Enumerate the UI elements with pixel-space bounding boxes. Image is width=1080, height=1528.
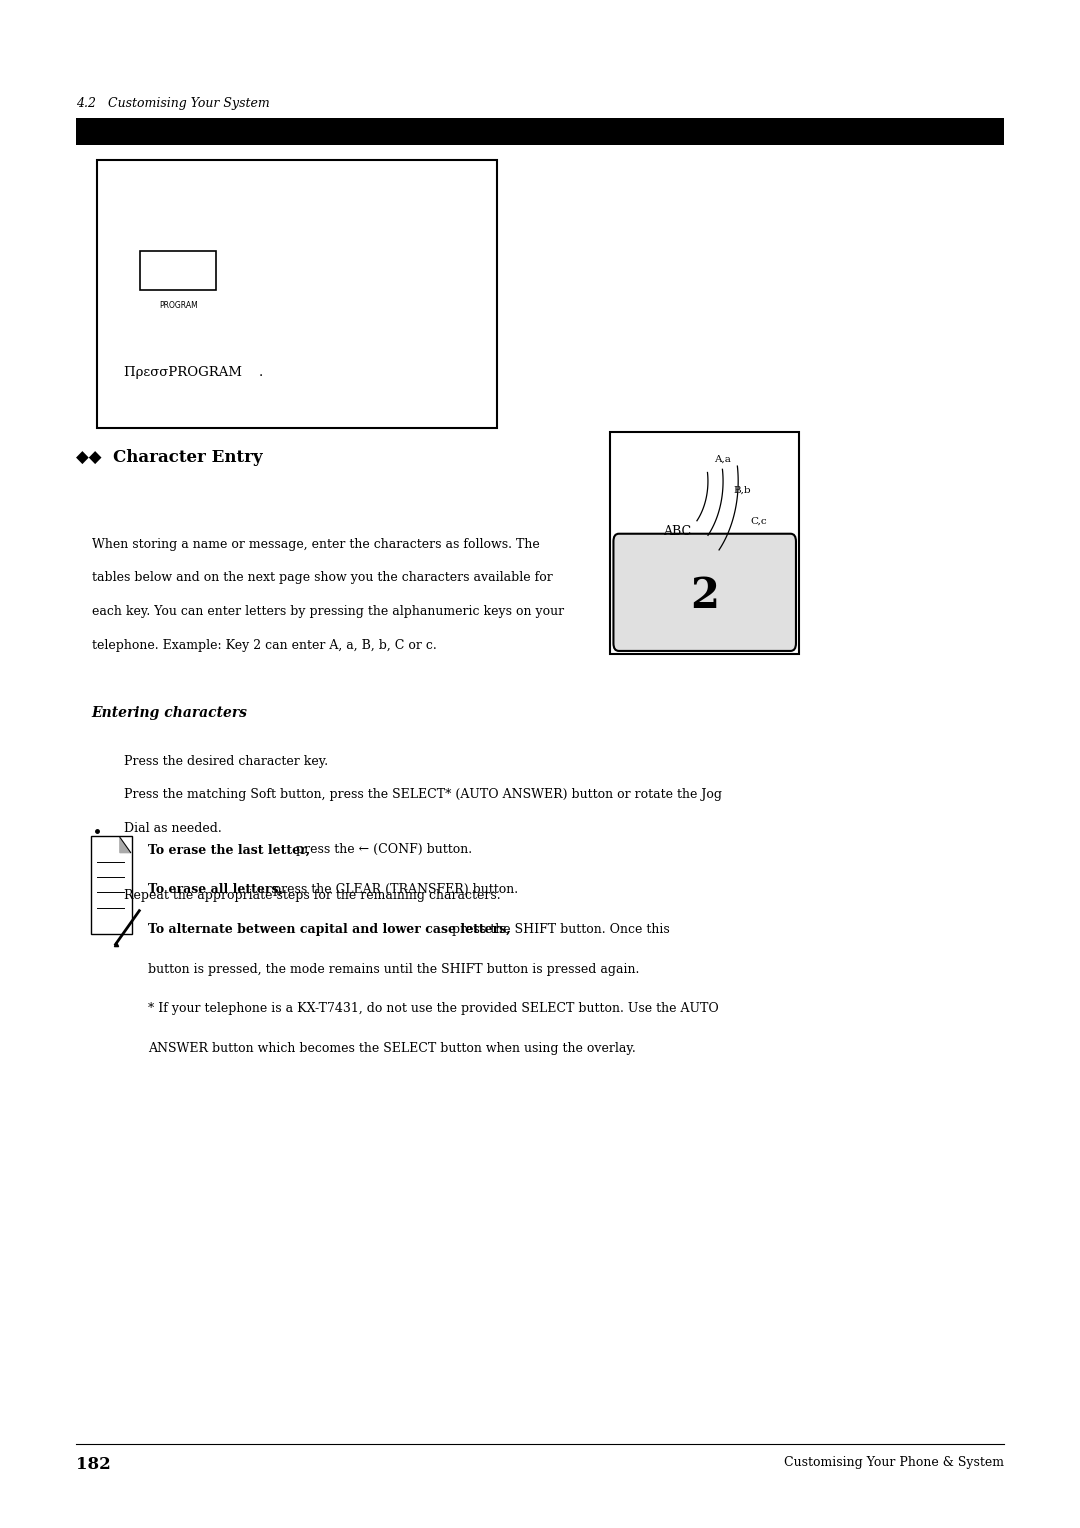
FancyBboxPatch shape bbox=[76, 118, 1004, 145]
FancyBboxPatch shape bbox=[610, 432, 799, 654]
Text: B,b: B,b bbox=[733, 486, 751, 495]
Text: ΠρεσσPROGRAM    .: ΠρεσσPROGRAM . bbox=[124, 365, 264, 379]
Text: tables below and on the next page show you the characters available for: tables below and on the next page show y… bbox=[92, 571, 553, 585]
Text: C,c: C,c bbox=[750, 516, 767, 526]
Text: press the ← (CONF) button.: press the ← (CONF) button. bbox=[293, 843, 473, 857]
Text: To alternate between capital and lower case letters,: To alternate between capital and lower c… bbox=[148, 923, 511, 937]
Text: Customising Your Phone & System: Customising Your Phone & System bbox=[784, 1456, 1004, 1470]
Text: ABC: ABC bbox=[663, 526, 691, 538]
FancyBboxPatch shape bbox=[613, 533, 796, 651]
Text: * If your telephone is a KX-T7431, do not use the provided SELECT button. Use th: * If your telephone is a KX-T7431, do no… bbox=[148, 1002, 718, 1016]
Text: ◆◆  Character Entry: ◆◆ Character Entry bbox=[76, 449, 262, 466]
Text: Press the matching Soft button, press the SELECT* (AUTO ANSWER) button or rotate: Press the matching Soft button, press th… bbox=[124, 788, 723, 802]
Text: press the CLEAR (TRANSFER) button.: press the CLEAR (TRANSFER) button. bbox=[269, 883, 518, 897]
Text: 4.2   Customising Your System: 4.2 Customising Your System bbox=[76, 96, 269, 110]
Text: button is pressed, the mode remains until the SHIFT button is pressed again.: button is pressed, the mode remains unti… bbox=[148, 963, 639, 976]
FancyBboxPatch shape bbox=[97, 160, 497, 428]
Polygon shape bbox=[120, 837, 131, 853]
Text: ANSWER button which becomes the SELECT button when using the overlay.: ANSWER button which becomes the SELECT b… bbox=[148, 1042, 636, 1056]
Text: Entering characters: Entering characters bbox=[92, 706, 247, 720]
Text: Repeat the appropriate steps for the remaining characters.: Repeat the appropriate steps for the rem… bbox=[124, 889, 501, 903]
Text: A,a: A,a bbox=[714, 455, 731, 463]
FancyBboxPatch shape bbox=[140, 251, 216, 290]
Text: 2: 2 bbox=[690, 576, 719, 617]
Text: Press the desired character key.: Press the desired character key. bbox=[124, 755, 328, 769]
FancyBboxPatch shape bbox=[91, 836, 132, 934]
Text: telephone. Example: Key 2 can enter A, a, B, b, C or c.: telephone. Example: Key 2 can enter A, a… bbox=[92, 639, 436, 652]
Text: each key. You can enter letters by pressing the alphanumeric keys on your: each key. You can enter letters by press… bbox=[92, 605, 564, 619]
Text: To erase the last letter,: To erase the last letter, bbox=[148, 843, 310, 857]
Text: To erase all letters,: To erase all letters, bbox=[148, 883, 283, 897]
Text: press the SHIFT button. Once this: press the SHIFT button. Once this bbox=[448, 923, 671, 937]
Text: When storing a name or message, enter the characters as follows. The: When storing a name or message, enter th… bbox=[92, 538, 540, 552]
Text: PROGRAM: PROGRAM bbox=[159, 301, 198, 310]
Text: Dial as needed.: Dial as needed. bbox=[124, 822, 222, 836]
Text: 182: 182 bbox=[76, 1456, 110, 1473]
